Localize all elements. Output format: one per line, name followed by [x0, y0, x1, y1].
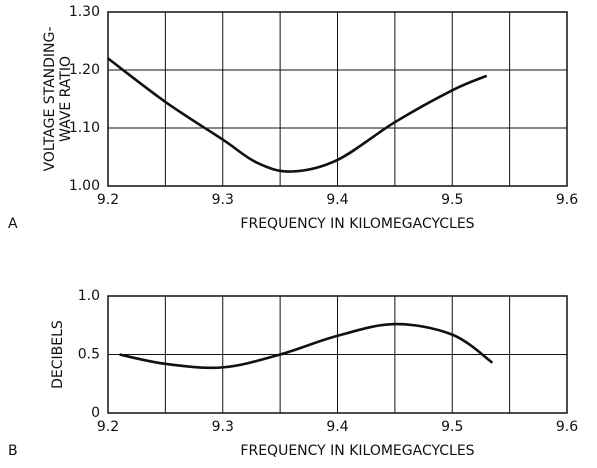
x-tick-label: 9.5	[441, 192, 463, 208]
y-axis-label: DECIBELS	[50, 320, 66, 389]
curve	[119, 322, 494, 370]
y-tick-label: 1.20	[69, 62, 100, 78]
x-tick-label: 9.4	[326, 192, 348, 208]
x-tick-label: 9.5	[441, 419, 463, 435]
x-tick-label: 9.2	[97, 419, 119, 435]
x-axis-label: FREQUENCY IN KILOMEGACYCLES	[240, 216, 474, 232]
panel: 9.2 9.3 9.4 9.5 9.6 1.00 1.10 1.20 1.30 FREQUENCY…	[8, 4, 578, 232]
panel: 9.2 9.3 9.4 9.5 9.6 0 0.5 1.0 FREQUENCY IN KILOM…	[8, 288, 578, 459]
x-tick-label: 9.2	[97, 192, 119, 208]
panel-label: A	[8, 216, 18, 232]
x-tick-label: 9.3	[212, 419, 234, 435]
x-tick-label: 9.3	[212, 192, 234, 208]
y-tick-label: 1.30	[69, 4, 100, 20]
y-axis-label: WAVE RATIO	[58, 56, 74, 142]
y-tick-label: 1.0	[78, 288, 100, 304]
panel-label: B	[8, 443, 18, 459]
y-tick-label: 0.5	[78, 347, 100, 363]
x-tick-label: 9.4	[326, 419, 348, 435]
y-axis-label: VOLTAGE STANDING-	[42, 27, 58, 172]
y-tick-label: 0	[91, 405, 100, 421]
curve	[107, 57, 488, 173]
x-tick-label: 9.6	[556, 419, 578, 435]
x-axis-label: FREQUENCY IN KILOMEGACYCLES	[240, 443, 474, 459]
y-tick-label: 1.10	[69, 120, 100, 136]
y-tick-label: 1.00	[69, 178, 100, 194]
x-tick-label: 9.6	[556, 192, 578, 208]
